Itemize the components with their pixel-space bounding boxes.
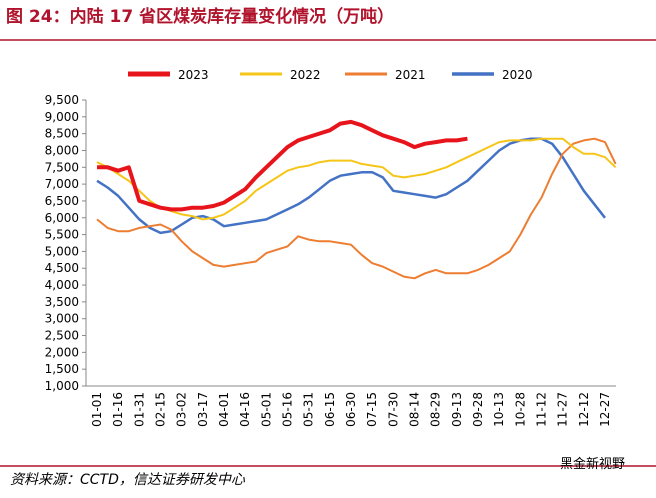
x-tick-label: 06-15 [323,392,337,427]
x-tick-label: 04-01 [217,392,231,427]
x-tick-label: 05-01 [259,392,273,427]
x-tick-label: 06-30 [344,392,358,427]
x-tick-label: 05-16 [281,392,295,427]
x-tick-label: 02-15 [154,392,168,427]
y-tick-label: 6,000 [45,211,79,225]
chart-title: 图 24：内陆 17 省区煤炭库存量变化情况（万吨） [6,6,394,27]
watermark: 黑金新视野 [560,456,625,472]
legend-label: 2020 [502,68,533,82]
legend-label: 2023 [178,68,209,82]
x-tick-label: 08-14 [408,392,422,427]
legend-label: 2021 [395,68,426,82]
x-tick-label: 11-12 [535,392,549,427]
x-tick-label: 05-31 [302,392,316,427]
y-tick-label: 7,500 [45,160,79,174]
y-tick-label: 5,000 [45,244,79,258]
x-tick-label: 10-13 [492,392,506,427]
x-tick-label: 03-17 [196,392,210,427]
x-tick-label: 07-30 [386,392,400,427]
x-tick-label: 04-16 [238,392,252,427]
x-tick-label: 12-27 [598,392,612,427]
source: 资料来源：CCTD，信达证券研发中心 [10,472,246,488]
series-line [96,137,617,221]
y-tick-label: 9,500 [45,93,79,107]
x-tick-label: 01-16 [111,392,125,427]
series-line [96,137,617,280]
series-line [97,119,468,212]
y-tick-label: 1,500 [45,362,79,376]
y-tick-label: 2,000 [45,345,79,359]
y-tick-label: 7,000 [45,177,79,191]
y-tick-label: 2,500 [45,329,79,343]
x-tick-label: 01-01 [90,392,104,427]
x-tick-label: 10-28 [513,392,527,427]
y-tick-label: 4,000 [45,278,79,292]
y-tick-label: 9,000 [45,110,79,124]
y-tick-label: 5,500 [45,228,79,242]
y-tick-label: 6,500 [45,194,79,208]
x-tick-label: 12-12 [577,392,591,427]
x-tick-label: 09-13 [450,392,464,427]
x-tick-label: 07-15 [365,392,379,427]
x-tick-label: 11-27 [556,392,570,427]
y-tick-label: 4,500 [45,261,79,275]
y-tick-label: 3,500 [45,295,79,309]
y-tick-label: 8,500 [45,127,79,141]
y-tick-label: 3,000 [45,312,79,326]
legend-label: 2022 [290,68,321,82]
x-tick-label: 03-02 [175,392,189,427]
x-tick-label: 08-29 [429,392,443,427]
y-tick-label: 1,000 [45,379,79,393]
y-tick-label: 8,000 [45,143,79,157]
x-tick-label: 09-28 [471,392,485,427]
x-tick-label: 01-31 [132,392,146,427]
